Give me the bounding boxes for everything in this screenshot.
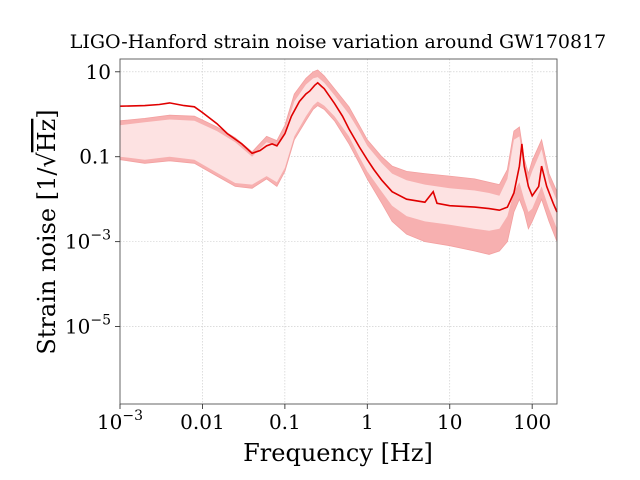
svg-text:Strain noise [1/√Hz]: Strain noise [1/√Hz] xyxy=(33,109,61,354)
y-tick-label-2-exp: −3 xyxy=(90,228,111,244)
x-tick-label-2: 0.1 xyxy=(269,410,301,434)
noise-bands xyxy=(119,69,558,255)
y-tick-label-0: 10 xyxy=(86,60,111,84)
y-axis-ticks: 100.110−310−5 xyxy=(65,60,120,339)
x-tick-label-3: 1 xyxy=(361,410,374,434)
y-tick-label-3-exp: −5 xyxy=(90,313,111,329)
median-series xyxy=(119,81,558,213)
plot-frame xyxy=(119,58,558,405)
y-axis-label-suffix: ] xyxy=(33,109,61,118)
x-tick-label-4: 10 xyxy=(437,410,462,434)
x-tick-label-0-base: 10 xyxy=(97,410,122,434)
y-axis-label-radicand: Hz xyxy=(33,119,61,153)
x-axis-label: Frequency [Hz] xyxy=(243,439,433,467)
x-tick-label-0: 10−3 xyxy=(97,408,143,434)
median-line xyxy=(119,81,558,213)
x-tick-label-0-exp: −3 xyxy=(122,408,143,424)
x-tick-label-5: 100 xyxy=(513,410,551,434)
y-tick-label-2-base: 10 xyxy=(65,230,90,254)
y-tick-label-2: 10−3 xyxy=(65,228,111,254)
y-tick-label-3: 10−5 xyxy=(65,313,111,339)
y-tick-label-3-base: 10 xyxy=(65,315,90,339)
chart-title: LIGO-Hanford strain noise variation arou… xyxy=(70,31,607,53)
y-axis-label: Strain noise [1/√Hz] xyxy=(33,109,61,354)
x-axis-ticks: 10−3 0.01 0.1 1 10 100 xyxy=(97,404,551,434)
y-tick-label-1: 0.1 xyxy=(79,145,111,169)
sqrt-symbol: √ xyxy=(33,152,61,168)
y-axis-label-prefix: Strain noise [1/ xyxy=(33,167,61,355)
x-tick-label-1: 0.01 xyxy=(180,410,225,434)
inner-band xyxy=(120,77,557,231)
